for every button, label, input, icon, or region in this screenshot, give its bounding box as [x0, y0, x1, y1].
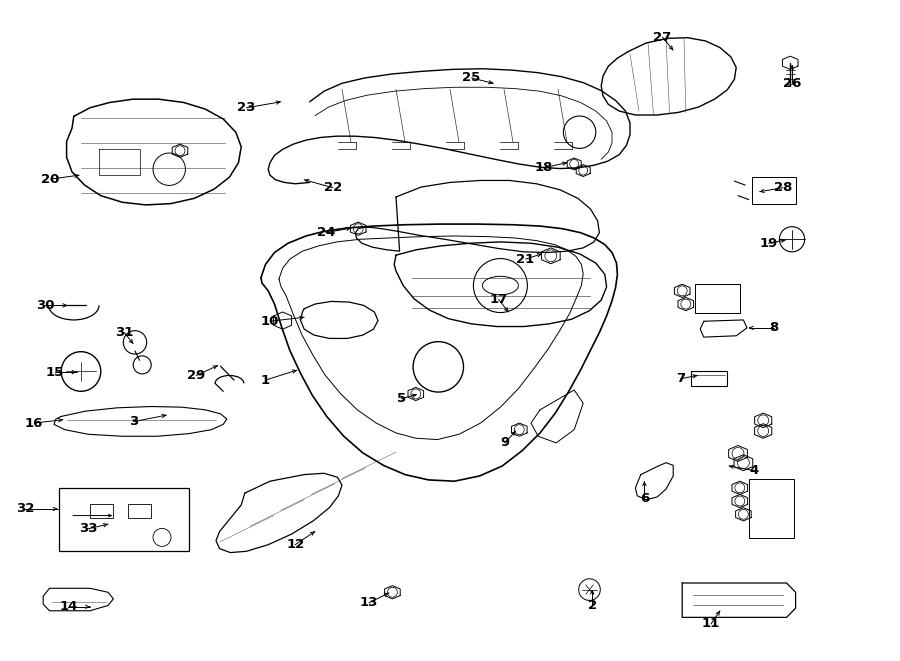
Text: 17: 17 — [490, 293, 508, 306]
Bar — [90, 504, 113, 518]
Bar — [128, 504, 151, 518]
Text: 27: 27 — [653, 30, 671, 44]
Bar — [691, 371, 727, 386]
Text: 20: 20 — [41, 173, 59, 186]
Text: 6: 6 — [640, 492, 649, 505]
Text: 25: 25 — [463, 71, 481, 85]
Text: 28: 28 — [774, 181, 792, 194]
Text: 7: 7 — [676, 372, 685, 385]
Text: 21: 21 — [517, 253, 535, 266]
Bar — [749, 479, 794, 538]
Text: 14: 14 — [59, 600, 77, 613]
Text: 11: 11 — [702, 617, 720, 631]
Text: 8: 8 — [770, 321, 778, 334]
Text: 15: 15 — [46, 366, 64, 379]
Text: 18: 18 — [535, 161, 553, 175]
Text: 24: 24 — [317, 226, 335, 239]
Text: 31: 31 — [115, 326, 133, 339]
Text: 23: 23 — [238, 101, 256, 114]
Text: 4: 4 — [750, 464, 759, 477]
Text: 26: 26 — [783, 77, 801, 90]
Text: 9: 9 — [500, 436, 509, 449]
Text: 5: 5 — [397, 392, 406, 405]
Text: 10: 10 — [261, 315, 279, 328]
Text: 19: 19 — [760, 237, 778, 250]
Text: 16: 16 — [25, 416, 43, 430]
Bar — [752, 177, 796, 204]
Text: 13: 13 — [360, 596, 378, 609]
Text: 30: 30 — [36, 299, 54, 312]
Text: 22: 22 — [324, 181, 342, 194]
Text: 12: 12 — [286, 538, 304, 551]
Text: 2: 2 — [588, 599, 597, 612]
Text: 1: 1 — [261, 373, 270, 387]
Text: 3: 3 — [129, 415, 138, 428]
Text: 33: 33 — [79, 522, 97, 535]
Bar — [695, 284, 740, 313]
Text: 32: 32 — [16, 502, 34, 516]
Text: 29: 29 — [187, 369, 205, 382]
